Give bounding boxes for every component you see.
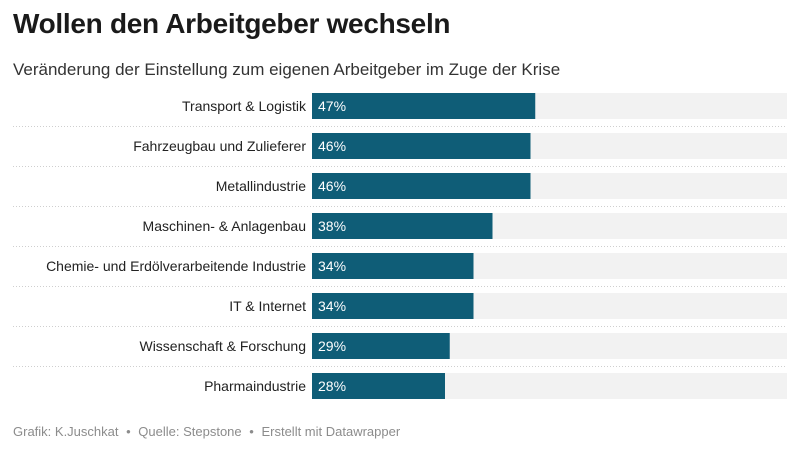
bar [312,333,450,359]
bar [312,93,536,119]
chart-subtitle: Veränderung der Einstellung zum eigenen … [13,60,561,79]
bar [312,373,445,399]
footer-credit: Grafik: K.Juschkat [13,424,119,439]
bar [312,133,531,159]
bar-value-label: 38% [318,218,346,234]
chart-footer: Grafik: K.Juschkat • Quelle: Stepstone •… [13,424,400,439]
category-label: Chemie- und Erdölverarbeitende Industrie [46,258,306,274]
bar-value-label: 34% [318,298,346,314]
footer-separator: • [249,424,254,439]
category-label: Metallindustrie [216,178,306,194]
bar-chart: 47% Transport & Logistik 46% Fahrzeugbau un… [13,93,787,399]
category-label: Maschinen- & Anlagenbau [143,218,306,234]
footer-separator: • [126,424,131,439]
bar-value-label: 34% [318,258,346,274]
bar-value-label: 46% [318,178,346,194]
bar-value-label: 28% [318,378,346,394]
bar [312,253,474,279]
bar [312,293,474,319]
category-label: IT & Internet [229,298,306,314]
bar-value-label: 47% [318,98,346,114]
chart-title: Wollen den Arbeitgeber wechseln [13,8,451,39]
bar-value-label: 46% [318,138,346,154]
footer-source: Quelle: Stepstone [138,424,242,439]
bar [312,213,493,239]
bar [312,173,531,199]
category-label: Wissenschaft & Forschung [139,338,306,354]
footer-tool: Erstellt mit Datawrapper [261,424,401,439]
bar-value-label: 29% [318,338,346,354]
category-label: Fahrzeugbau und Zulieferer [133,138,306,154]
category-label: Pharmaindustrie [204,378,306,394]
category-label: Transport & Logistik [182,98,307,114]
